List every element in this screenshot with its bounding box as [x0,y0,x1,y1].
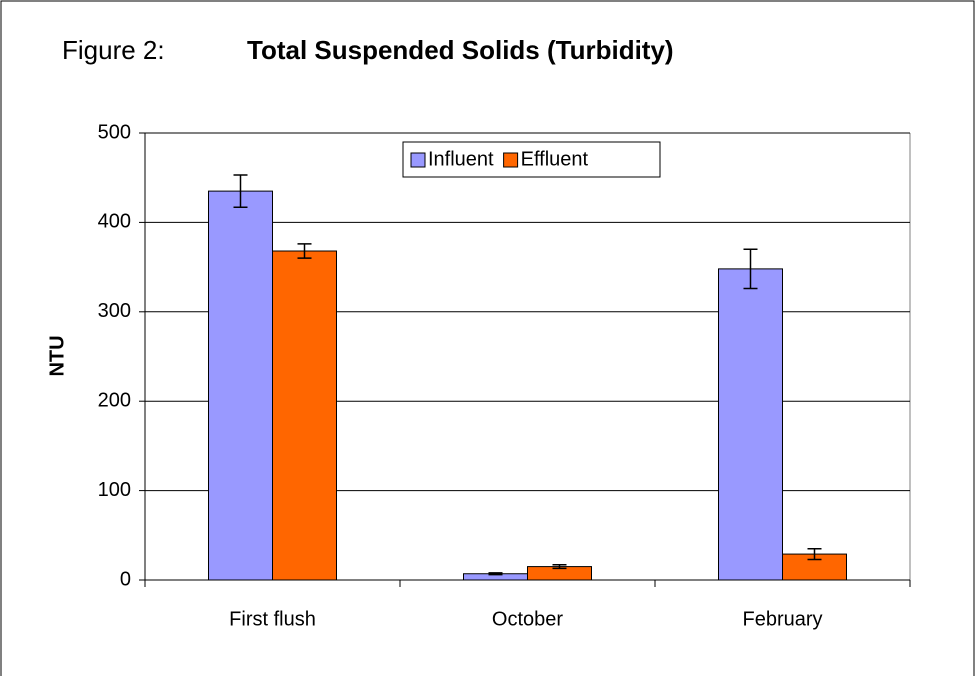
error-bar [297,243,312,259]
y-axis-label: NTU [46,335,68,376]
x-tick-label: First flush [229,608,316,630]
bar [718,268,783,581]
x-tick-label: February [742,608,822,630]
legend-label: Effluent [521,148,589,170]
error-bar [552,564,567,570]
error-bar [488,572,503,576]
y-tick-label: 300 [98,300,131,322]
y-tick-label: 0 [120,568,131,590]
y-tick-label: 400 [98,211,131,233]
error-bar [807,547,822,561]
legend-box [402,141,661,178]
y-tick-label: 200 [98,389,131,411]
error-bar [743,248,758,290]
legend-swatch [503,152,519,168]
bar [208,190,273,581]
chart-title: Total Suspended Solids (Turbidity) [247,35,674,65]
figure-label: Figure 2: [62,35,165,65]
bar [272,250,337,581]
error-bar [233,174,248,208]
x-tick-label: October [492,608,563,630]
y-tick-label: 500 [98,121,131,143]
legend-swatch [410,152,426,168]
y-tick-label: 100 [98,479,131,501]
legend-label: Influent [428,148,494,170]
